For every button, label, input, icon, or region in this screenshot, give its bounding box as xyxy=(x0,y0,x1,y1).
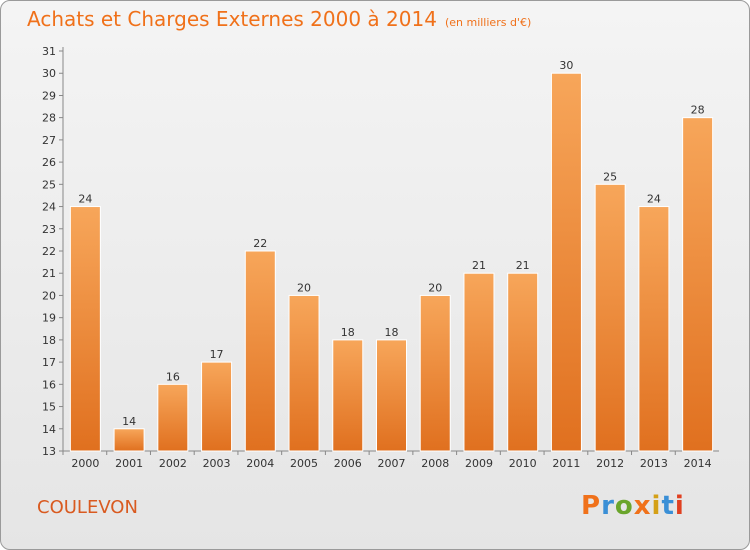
x-tick-label-2005: 2005 xyxy=(290,457,318,470)
chart-title: Achats et Charges Externes 2000 à 2014 (e… xyxy=(27,7,531,31)
data-label-2003: 17 xyxy=(210,348,224,361)
data-label-2007: 18 xyxy=(385,326,399,339)
x-tick-label-2004: 2004 xyxy=(246,457,274,470)
data-label-2000: 24 xyxy=(78,193,92,206)
x-tick-label-2007: 2007 xyxy=(378,457,406,470)
y-tick-label: 15 xyxy=(42,401,56,414)
data-label-2011: 30 xyxy=(559,59,573,72)
x-tick-label-2002: 2002 xyxy=(159,457,187,470)
chart-data-labels: 24 14 16 17 22 20 18 18 20 21 21 30 25 24 28 xyxy=(78,59,704,428)
y-tick-label: 20 xyxy=(42,289,56,302)
bar-2010 xyxy=(507,272,539,452)
x-tick-label-2012: 2012 xyxy=(596,457,624,470)
data-label-2006: 18 xyxy=(341,326,355,339)
logo-letter: i xyxy=(651,491,662,521)
x-tick-label-2014: 2014 xyxy=(684,457,712,470)
y-tick-label: 26 xyxy=(42,156,56,169)
proxiti-logo: Proxiti xyxy=(581,491,685,521)
x-tick-label-2010: 2010 xyxy=(509,457,537,470)
data-label-2005: 20 xyxy=(297,281,311,294)
bar-2004 xyxy=(244,250,276,452)
data-label-2013: 24 xyxy=(647,193,661,206)
chart-axes: 13 14 15 16 17 18 19 20 21 22 23 24 25 26 27 28 29 30 31 20… xyxy=(42,45,719,470)
logo-letter: x xyxy=(633,491,652,521)
y-tick-label: 18 xyxy=(42,334,56,347)
data-label-2010: 21 xyxy=(516,259,530,272)
bar-2012 xyxy=(594,183,626,452)
logo-letter: o xyxy=(614,491,634,521)
data-label-2004: 22 xyxy=(253,237,267,250)
bar-2003 xyxy=(201,361,233,452)
x-tick-label-2011: 2011 xyxy=(552,457,580,470)
bar-2007 xyxy=(376,339,407,452)
y-tick-label: 27 xyxy=(42,134,56,147)
bar-2011 xyxy=(550,72,582,452)
chart-title-text: Achats et Charges Externes 2000 à 2014 xyxy=(27,7,437,31)
y-tick-label: 21 xyxy=(42,267,56,280)
y-tick-label: 23 xyxy=(42,223,56,236)
bar-2005 xyxy=(288,294,320,452)
data-label-2002: 16 xyxy=(166,370,180,383)
bar-2000 xyxy=(69,206,101,452)
y-tick-label: 30 xyxy=(42,67,56,80)
y-tick-label: 22 xyxy=(42,245,56,258)
bar-2013 xyxy=(638,206,670,452)
bar-2001 xyxy=(113,428,145,452)
logo-letter: r xyxy=(601,491,615,521)
y-tick-label: 17 xyxy=(42,356,56,369)
y-tick-label: 16 xyxy=(42,378,56,391)
x-tick-label-2013: 2013 xyxy=(640,457,668,470)
x-tick-label-2000: 2000 xyxy=(71,457,99,470)
data-label-2012: 25 xyxy=(603,170,617,183)
data-label-2008: 20 xyxy=(428,281,442,294)
y-tick-label: 24 xyxy=(42,201,56,214)
logo-letter: t xyxy=(661,491,675,521)
y-tick-label: 13 xyxy=(42,445,56,458)
chart-subtitle: (en milliers d'€) xyxy=(444,16,532,29)
y-tick-label: 25 xyxy=(42,178,56,191)
x-tick-label-2006: 2006 xyxy=(334,457,362,470)
x-tick-label-2003: 2003 xyxy=(203,457,231,470)
bar-2014 xyxy=(682,117,714,452)
x-tick-label-2008: 2008 xyxy=(421,457,449,470)
y-tick-label: 28 xyxy=(42,112,56,125)
y-tick-label: 19 xyxy=(42,312,56,325)
bar-2009 xyxy=(463,272,495,452)
data-label-2001: 14 xyxy=(122,415,136,428)
y-tick-label: 14 xyxy=(42,423,56,436)
data-label-2014: 28 xyxy=(691,104,705,117)
bar-2006 xyxy=(332,339,364,452)
x-tick-label-2001: 2001 xyxy=(115,457,143,470)
y-tick-label: 29 xyxy=(42,89,56,102)
commune-name: COULEVON xyxy=(37,497,138,518)
logo-letter: P xyxy=(581,491,602,521)
bar-2002 xyxy=(157,383,189,452)
logo-letter: i xyxy=(674,491,685,521)
chart-bars xyxy=(69,72,714,452)
x-tick-label-2009: 2009 xyxy=(465,457,493,470)
bar-2008 xyxy=(419,294,451,452)
y-tick-label: 31 xyxy=(42,45,56,58)
data-label-2009: 21 xyxy=(472,259,486,272)
